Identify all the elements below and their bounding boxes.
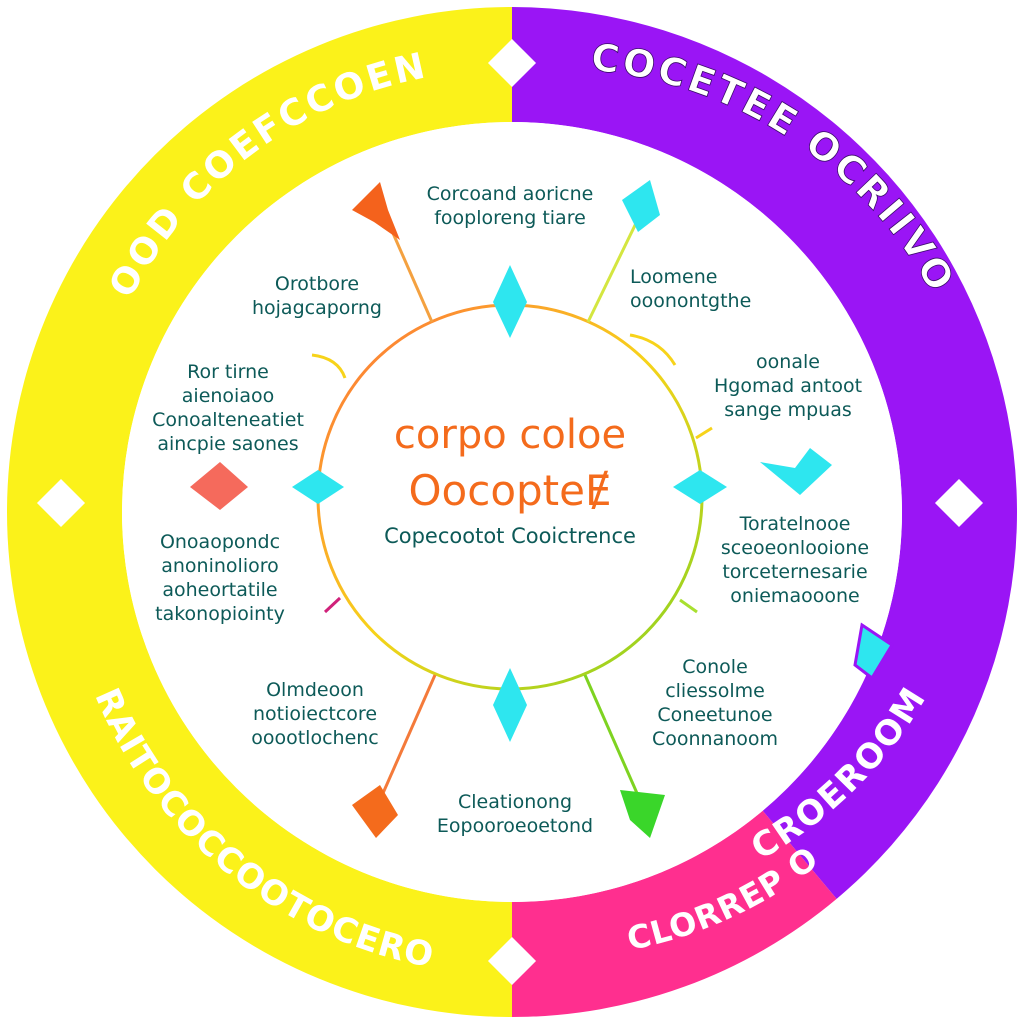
arc-accent-upper-left	[311, 353, 347, 379]
connector-top-right	[586, 214, 642, 323]
ring-diamond-top	[487, 38, 537, 88]
tick-right	[695, 426, 713, 440]
label-lower-right: Toratelnooe sceoeonlooione torceternesarie…	[720, 513, 870, 607]
label-upper-right: Loomene ooonontgthe	[630, 266, 752, 312]
star-orange-top-left	[352, 182, 400, 240]
arc-accent-upper-right	[629, 333, 677, 366]
connector-bottom-left	[378, 674, 437, 801]
label-bottom-left: Olmdeoon notioiectcore ooootlochenc	[251, 679, 379, 749]
ring-diamond-left	[36, 478, 86, 528]
label-left: Ror tirne aienoiaoo Conoalteneatiet aincpie…	[152, 361, 304, 455]
label-bottom-right: Conole cliessolme Coneetunoe Coonnanoom	[651, 656, 779, 750]
center-subtitle: Copecootot Cooictrence	[384, 524, 636, 548]
diamond-cyan-right	[673, 470, 727, 504]
ring-diamond-right	[934, 478, 984, 528]
marker-right-edge	[853, 622, 895, 681]
star-green-bottom-right	[620, 790, 665, 838]
star-orange-bottom-left	[352, 785, 398, 838]
diamond-cyan-left	[292, 470, 344, 504]
diamond-coral-left	[190, 462, 248, 510]
center-title-line1: corpo coloe	[393, 412, 627, 458]
ring-segment-purple	[512, 7, 1017, 899]
ring-segment-pink	[512, 810, 837, 1017]
label-bottom: Cleationong Eopooroeoetond	[436, 791, 594, 837]
label-lower-left: Onoaopondc anoninolioro aoheortatile takono…	[155, 531, 285, 625]
star-cyan-right	[760, 448, 832, 495]
diamond-cyan-bottom	[493, 668, 527, 742]
tick-lower-left	[323, 596, 342, 614]
label-right: oonale Hgomad antoot sange mpuas	[713, 351, 863, 421]
star-cyan-top-right	[622, 180, 660, 232]
diamond-cyan-top	[493, 265, 527, 338]
center-title-line2: OocopteɆ	[408, 466, 612, 515]
connector-bottom-right	[583, 674, 642, 801]
label-top: Corcoand aoricne fooploreng tiare	[426, 183, 594, 229]
inner-disc	[122, 122, 902, 902]
ring-segment-yellow	[7, 7, 512, 1017]
tick-lower-right	[679, 598, 698, 614]
ring-diamond-bottom	[487, 936, 537, 986]
label-upper-left: Orotbore hojagcaporng	[251, 273, 382, 319]
